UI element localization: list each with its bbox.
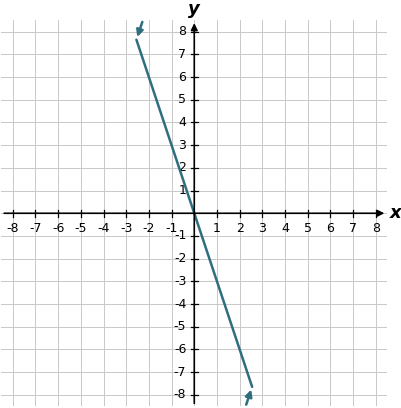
Text: 6: 6 <box>326 222 334 235</box>
Text: -4: -4 <box>174 297 186 310</box>
Text: 5: 5 <box>303 222 311 235</box>
Text: -3: -3 <box>174 275 186 288</box>
Text: 2: 2 <box>235 222 243 235</box>
Text: 1: 1 <box>213 222 221 235</box>
Text: -7: -7 <box>173 366 186 379</box>
Text: -3: -3 <box>120 222 132 235</box>
Text: 4: 4 <box>178 116 186 129</box>
Text: -5: -5 <box>74 222 87 235</box>
Text: 7: 7 <box>348 222 356 235</box>
Text: 8: 8 <box>371 222 379 235</box>
Text: 7: 7 <box>178 48 186 61</box>
Text: x: x <box>389 204 400 222</box>
Text: -1: -1 <box>165 222 177 235</box>
Text: -7: -7 <box>29 222 42 235</box>
Text: -1: -1 <box>174 229 186 242</box>
Text: -2: -2 <box>142 222 155 235</box>
Text: 5: 5 <box>178 93 186 106</box>
Text: y: y <box>188 0 200 18</box>
Text: -8: -8 <box>173 388 186 401</box>
Text: -6: -6 <box>174 343 186 356</box>
Text: 8: 8 <box>178 25 186 38</box>
Text: 3: 3 <box>178 139 186 152</box>
Text: 6: 6 <box>178 71 186 84</box>
Text: 2: 2 <box>178 162 186 174</box>
Text: -6: -6 <box>52 222 64 235</box>
Text: -2: -2 <box>174 252 186 265</box>
Text: 1: 1 <box>178 184 186 197</box>
Text: 3: 3 <box>258 222 265 235</box>
Text: -8: -8 <box>6 222 19 235</box>
Text: -5: -5 <box>173 320 186 333</box>
Text: -4: -4 <box>97 222 109 235</box>
Text: 4: 4 <box>280 222 288 235</box>
